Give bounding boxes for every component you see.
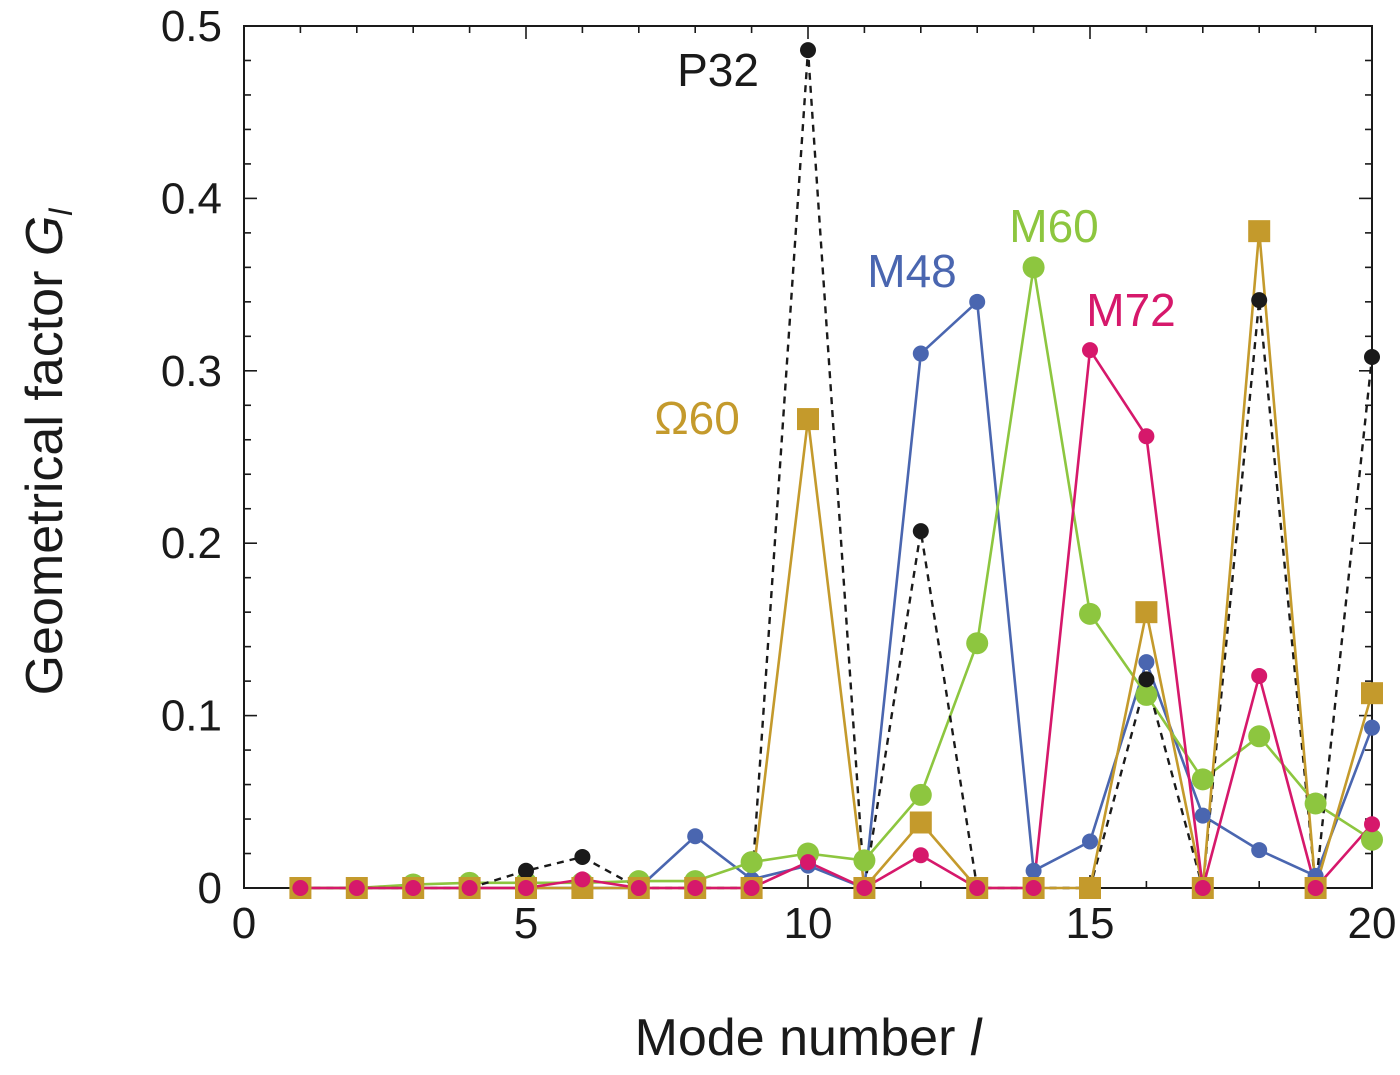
data-point-m60	[909, 783, 932, 806]
data-point-m60	[966, 632, 989, 655]
data-point-p32	[912, 523, 929, 540]
series-labels: P32 M48 M60 M72 Ω60	[654, 44, 1176, 444]
y-tick-label: 0.2	[161, 519, 222, 568]
data-point-omega60	[1248, 220, 1271, 243]
series-line-p32	[300, 48, 1374, 890]
data-point-m72	[292, 880, 309, 896]
series-line-m72	[300, 348, 1373, 890]
x-tick-label: 0	[232, 899, 256, 948]
data-point-m72	[630, 880, 647, 896]
data-point-m48	[1138, 654, 1155, 671]
data-point-m72	[1307, 880, 1324, 896]
data-point-m60	[1079, 602, 1101, 625]
data-point-m48	[1025, 862, 1042, 879]
tick-labels: 0 5 10 15 20 0 0.1 0.2 0.3 0.4 0.5	[161, 2, 1397, 948]
data-point-m72	[1194, 880, 1211, 896]
data-point-m48	[687, 828, 704, 845]
data-point-m72	[574, 871, 591, 888]
data-point-m72	[1138, 428, 1155, 445]
data-point-m72	[405, 880, 422, 896]
data-point-m60	[1361, 828, 1383, 851]
data-point-m60	[1248, 725, 1271, 748]
data-point-m60	[740, 851, 763, 874]
data-point-m48	[1364, 719, 1380, 736]
data-point-omega60	[1079, 877, 1101, 899]
data-point-m48	[1251, 842, 1268, 859]
data-point-m72	[800, 854, 816, 871]
y-tick-label: 0	[198, 864, 222, 913]
data-point-m72	[743, 880, 760, 896]
plot-border	[243, 25, 1373, 889]
data-point-m72	[461, 880, 478, 896]
data-point-m72	[1251, 667, 1268, 684]
series-line-omega60	[300, 229, 1374, 890]
series-lines	[300, 48, 1374, 890]
x-tick-label: 5	[514, 899, 538, 948]
y-tick-label: 0.4	[161, 174, 222, 223]
data-point-m72	[348, 880, 365, 896]
series-label-m48: M48	[867, 245, 956, 297]
series-label-p32: P32	[677, 44, 759, 96]
x-tick-label: 10	[784, 899, 833, 948]
data-point-m72	[518, 880, 534, 896]
data-point-m60	[1022, 256, 1045, 279]
data-point-m72	[1082, 342, 1098, 359]
y-tick-label: 0.3	[161, 347, 222, 396]
data-point-p32	[800, 42, 816, 59]
data-point-m48	[912, 345, 929, 362]
data-point-m72	[856, 880, 873, 896]
data-point-omega60	[1361, 682, 1383, 705]
data-point-m48	[1194, 807, 1211, 824]
data-point-m60	[853, 849, 876, 872]
data-point-m60	[1135, 683, 1158, 706]
x-axis-title: Mode number l	[635, 1009, 983, 1067]
data-point-p32	[1138, 671, 1155, 688]
data-point-omega60	[1135, 601, 1158, 624]
y-tick-label: 0.5	[161, 2, 222, 51]
data-point-p32	[1251, 292, 1268, 309]
data-point-p32	[1364, 349, 1380, 366]
data-point-m72	[687, 880, 704, 896]
data-point-m72	[1025, 880, 1042, 896]
series-markers	[289, 42, 1383, 899]
data-point-m60	[1191, 768, 1214, 791]
data-point-m48	[969, 293, 986, 310]
data-point-m60	[1304, 792, 1327, 815]
series-label-m60: M60	[1009, 200, 1098, 252]
data-point-omega60	[797, 408, 819, 431]
y-tick-label: 0.1	[161, 692, 222, 741]
data-point-m72	[1364, 816, 1380, 833]
series-label-m72: M72	[1086, 284, 1175, 336]
series-label-omega60: Ω60	[654, 392, 740, 444]
data-point-m72	[969, 880, 986, 896]
data-point-p32	[518, 862, 534, 879]
data-point-m48	[1082, 833, 1098, 850]
plot-frame	[243, 25, 1373, 889]
data-point-p32	[574, 848, 591, 865]
x-tick-label: 15	[1066, 899, 1115, 948]
data-point-m72	[912, 847, 929, 864]
axis-ticks	[243, 25, 1373, 889]
y-axis-title: Geometrical factor Gl	[16, 208, 79, 696]
data-point-omega60	[909, 811, 932, 834]
x-tick-label: 20	[1348, 899, 1397, 948]
